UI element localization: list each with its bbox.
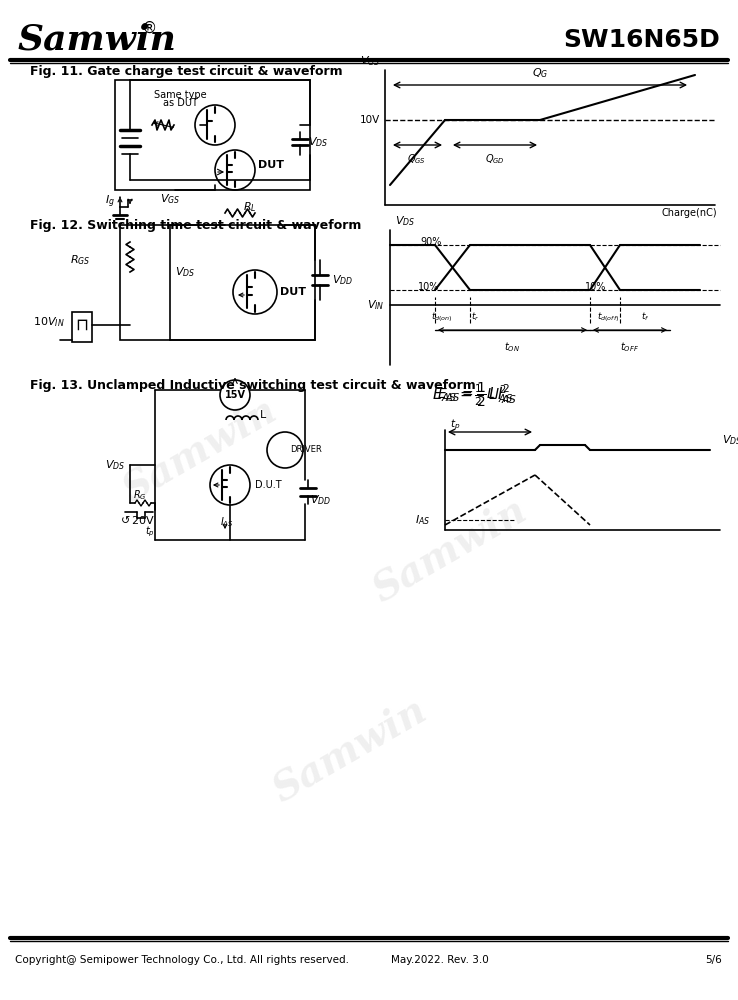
Text: 5/6: 5/6 <box>706 955 722 965</box>
Text: Samwin: Samwin <box>367 491 534 609</box>
Text: Copyright@ Semipower Technology Co., Ltd. All rights reserved.: Copyright@ Semipower Technology Co., Ltd… <box>15 955 349 965</box>
Text: $Q_G$: $Q_G$ <box>532 66 548 80</box>
Text: $R_L$: $R_L$ <box>244 200 257 214</box>
Text: L: L <box>260 410 266 420</box>
Text: $E_{AS} = \frac{1}{2}\ L I_{AS}^2$: $E_{AS} = \frac{1}{2}\ L I_{AS}^2$ <box>432 382 517 408</box>
Text: $t_p$: $t_p$ <box>145 525 155 539</box>
Text: May.2022. Rev. 3.0: May.2022. Rev. 3.0 <box>391 955 489 965</box>
Text: $Q_{GD}$: $Q_{GD}$ <box>485 152 505 166</box>
Text: $V_{DD}$: $V_{DD}$ <box>310 493 331 507</box>
Text: $I_{AS}$: $I_{AS}$ <box>220 515 234 529</box>
Text: $t_r$: $t_r$ <box>471 311 479 323</box>
Text: Samwin: Samwin <box>266 691 433 809</box>
Text: $V_{DD}$: $V_{DD}$ <box>332 273 354 287</box>
Text: Charge(nC): Charge(nC) <box>661 208 717 218</box>
Text: $R_G$: $R_G$ <box>133 488 147 502</box>
Text: $t_{d(off)}$: $t_{d(off)}$ <box>597 310 619 324</box>
Text: DUT: DUT <box>280 287 306 297</box>
Text: Samwin: Samwin <box>117 391 283 509</box>
Text: Fig. 11. Gate charge test circuit & waveform: Fig. 11. Gate charge test circuit & wave… <box>30 66 342 79</box>
Text: 10%: 10% <box>585 282 607 292</box>
Text: $V_{DS}$: $V_{DS}$ <box>175 265 195 279</box>
Text: as DUT: as DUT <box>162 98 198 108</box>
Text: $I_g$: $I_g$ <box>105 194 115 210</box>
Text: $t_p$: $t_p$ <box>450 418 461 432</box>
Bar <box>120 225 315 340</box>
Text: SW16N65D: SW16N65D <box>563 28 720 52</box>
Text: $V_{GS}$: $V_{GS}$ <box>160 192 180 206</box>
Text: Fig. 12. Switching time test circuit & waveform: Fig. 12. Switching time test circuit & w… <box>30 219 362 232</box>
Text: $t_{OFF}$: $t_{OFF}$ <box>621 340 640 354</box>
Text: $V_{IN}$: $V_{IN}$ <box>368 298 385 312</box>
Text: $\circlearrowleft$20V: $\circlearrowleft$20V <box>118 514 156 526</box>
Text: $V_{DS}$: $V_{DS}$ <box>395 214 415 228</box>
Text: $I_{AS}$: $I_{AS}$ <box>415 513 430 527</box>
Text: 90%: 90% <box>420 237 441 247</box>
Text: Same type: Same type <box>154 90 207 100</box>
Text: $E_{AS}=\dfrac{1}{2}LI_{AS}^{2}$: $E_{AS}=\dfrac{1}{2}LI_{AS}^{2}$ <box>437 381 513 409</box>
Text: $V_{GS}$: $V_{GS}$ <box>359 54 380 68</box>
Text: Fig. 13. Unclamped Inductive switching test circuit & waveform: Fig. 13. Unclamped Inductive switching t… <box>30 378 476 391</box>
Text: $Q_{GS}$: $Q_{GS}$ <box>407 152 427 166</box>
Text: $t_{ON}$: $t_{ON}$ <box>504 340 520 354</box>
Text: $V_{DS}$: $V_{DS}$ <box>105 458 125 472</box>
Text: ⊓: ⊓ <box>75 316 89 334</box>
Text: Samwin: Samwin <box>18 23 177 57</box>
Bar <box>72 312 92 342</box>
Text: $V_{DS}$: $V_{DS}$ <box>722 433 738 447</box>
Text: DRIVER: DRIVER <box>290 446 322 454</box>
Text: $R_{GS}$: $R_{GS}$ <box>70 253 90 267</box>
Text: $10V_{IN}$: $10V_{IN}$ <box>33 315 65 329</box>
Text: $t_{d(on)}$: $t_{d(on)}$ <box>431 310 453 324</box>
Text: 10%: 10% <box>418 282 439 292</box>
Bar <box>115 80 310 190</box>
Text: $V_{DS}$: $V_{DS}$ <box>308 135 328 149</box>
Text: D.U.T: D.U.T <box>255 480 282 490</box>
Text: ®: ® <box>142 20 157 35</box>
Text: 15V: 15V <box>224 390 246 400</box>
Text: DUT: DUT <box>258 160 284 170</box>
Text: $t_f$: $t_f$ <box>641 311 649 323</box>
Text: 10V: 10V <box>359 115 380 125</box>
